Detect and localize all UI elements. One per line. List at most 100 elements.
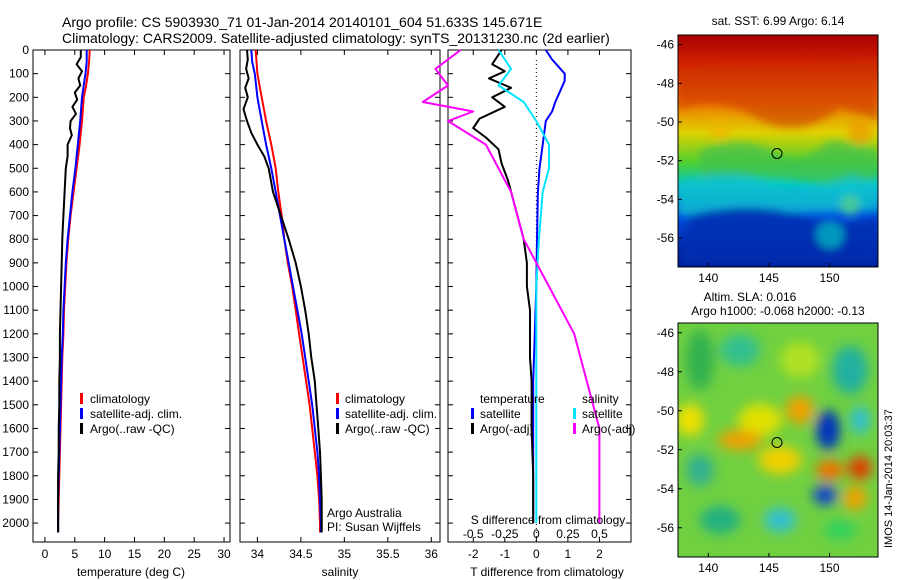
legend-label-argo: Argo(..raw -QC): [90, 422, 175, 436]
salinity-plot-frame: [239, 49, 441, 543]
map-y-tick-label: -56: [657, 521, 675, 535]
salinity-annotation-pi: PI: Susan Wijffels: [327, 520, 421, 534]
x-tick-label-salinity: -0.25: [491, 527, 519, 541]
imos-credit: IMOS 14-Jan-2014 20:03:37: [883, 409, 895, 548]
sst-map-frame: [677, 34, 879, 268]
map-y-tick-label: -52: [657, 443, 675, 457]
x-tick-label: 10: [98, 547, 112, 561]
sst-texture: [678, 60, 878, 267]
y-tick-label: 700: [9, 209, 29, 223]
y-tick-label: 800: [9, 232, 29, 246]
series-line-argo-adj-: [472, 49, 535, 524]
x-tick-label: 15: [128, 547, 142, 561]
x-tick-label: 1: [565, 547, 572, 561]
map-y-tick-label: -46: [657, 38, 675, 52]
series-line-satellite: [532, 49, 566, 524]
legend-swatch-climatology: [336, 393, 339, 404]
map-y-tick-label: -52: [657, 154, 675, 168]
legend-swatch-t-satellite: [471, 408, 474, 419]
map-x-tick-label: 140: [698, 271, 718, 285]
map-x-tick-label: 140: [698, 561, 718, 575]
series-line-satellite-adj-clim-: [250, 49, 322, 533]
difference-legend: temperature salinity satellite Argo(-adj…: [471, 392, 635, 436]
map-x-tick-label: 150: [819, 561, 839, 575]
sst-map-title: sat. SST: 6.99 Argo: 6.14: [712, 14, 845, 28]
legend-label-t-argo: Argo(-adj): [480, 422, 533, 436]
legend-swatch-climatology: [80, 393, 83, 404]
sla-map-title-line2: Argo h1000: -0.068 h2000: -0.13: [691, 304, 865, 318]
sla-texture: [678, 330, 872, 540]
legend-label-climatology: climatology: [345, 392, 405, 406]
difference-chart-layer: -2 -1 0 1 2 -0.5 -0.25 0 0.25 0.5: [421, 49, 631, 561]
y-tick-label: 1100: [3, 303, 29, 317]
sla-map-title-line1: Altim. SLA: 0.016: [704, 290, 797, 304]
y-tick-label: 200: [9, 90, 29, 104]
sst-map: [678, 35, 878, 267]
temperature-xlabel: temperature (deg C): [77, 565, 185, 579]
y-tick-label: 400: [9, 138, 29, 152]
map-y-tick-label: -50: [657, 115, 675, 129]
series-line-argo-raw-qc-: [242, 49, 323, 533]
y-tick-label: 1600: [2, 421, 29, 435]
legend-label-t-satellite: satellite: [480, 407, 521, 421]
map-y-tick-label: -56: [657, 231, 675, 245]
legend-swatch-satellite: [336, 408, 339, 419]
figure-title-line1: Argo profile: CS 5903930_71 01-Jan-2014 …: [62, 14, 542, 30]
legend-swatch-argo: [336, 423, 339, 434]
legend-header-temperature: temperature: [480, 392, 545, 406]
argo-float-marker: [771, 437, 783, 448]
y-tick-label: 500: [9, 161, 29, 175]
legend-label-satellite: satellite-adj. clim.: [90, 407, 182, 421]
sla-map: [678, 323, 878, 557]
legend-label-argo: Argo(..raw -QC): [345, 422, 430, 436]
x-tick-label: 34: [251, 547, 265, 561]
x-tick-label: 36: [425, 547, 439, 561]
map-x-tick-label: 145: [759, 561, 779, 575]
map-y-tick-label: -54: [657, 482, 675, 496]
series-line-climatology: [57, 49, 91, 533]
x-tick-label: 0: [42, 547, 49, 561]
series-line-satellite: [497, 49, 550, 524]
legend-label-s-argo: Argo(-adj): [582, 422, 635, 436]
x-tick-label: 20: [158, 547, 172, 561]
temperature-legend: climatology satellite-adj. clim. Argo(..…: [80, 392, 182, 436]
x-tick-label-salinity: 0.25: [556, 527, 580, 541]
salinity-legend: climatology satellite-adj. clim. Argo(..…: [336, 392, 437, 436]
temperature-plot-frame: [32, 49, 231, 543]
map-x-tick-label: 150: [819, 271, 839, 285]
y-tick-label: 1500: [2, 398, 29, 412]
y-tick-label: 1700: [2, 445, 29, 459]
legend-swatch-s-satellite: [573, 408, 576, 419]
legend-swatch-satellite: [80, 408, 83, 419]
x-tick-label: 35.5: [376, 547, 400, 561]
x-tick-label: -1: [499, 547, 510, 561]
x-tick-label: 5: [71, 547, 78, 561]
salinity-xlabel: salinity: [322, 565, 359, 579]
y-tick-label: 0: [22, 43, 29, 57]
y-tick-label: 100: [9, 67, 29, 81]
difference-xlabel-top: S difference from climatology: [471, 513, 626, 527]
salinity-chart-layer: 34 34.5 35 35.5 36: [240, 49, 440, 561]
y-tick-label: 600: [9, 185, 29, 199]
argo-float-marker: [771, 148, 783, 159]
y-tick-label: 1200: [2, 327, 29, 341]
difference-plot-frame: [447, 49, 632, 543]
x-tick-label: 25: [188, 547, 202, 561]
legend-label-climatology: climatology: [90, 392, 150, 406]
x-tick-label: 0: [533, 547, 540, 561]
temperature-chart-layer: 0 5 10 15 20 25 300100200300400500600700800900…: [2, 43, 231, 561]
y-tick-label: 300: [9, 114, 29, 128]
x-tick-label: -2: [468, 547, 479, 561]
y-tick-label: 1300: [2, 351, 29, 365]
x-tick-label-salinity: 0.5: [591, 527, 608, 541]
figure-title-line2: Climatology: CARS2009. Satellite-adjuste…: [62, 30, 610, 46]
x-tick-label-salinity: -0.5: [463, 527, 484, 541]
legend-swatch-s-argo: [573, 423, 576, 434]
map-y-tick-label: -46: [657, 326, 675, 340]
legend-label-s-satellite: satellite: [582, 407, 623, 421]
y-tick-label: 2000: [2, 516, 29, 530]
sst-map-axes: 140 145 150 -46 -48 -50 -52 -54 -56: [657, 38, 840, 285]
map-y-tick-label: -48: [657, 365, 675, 379]
x-tick-label: 2: [596, 547, 603, 561]
